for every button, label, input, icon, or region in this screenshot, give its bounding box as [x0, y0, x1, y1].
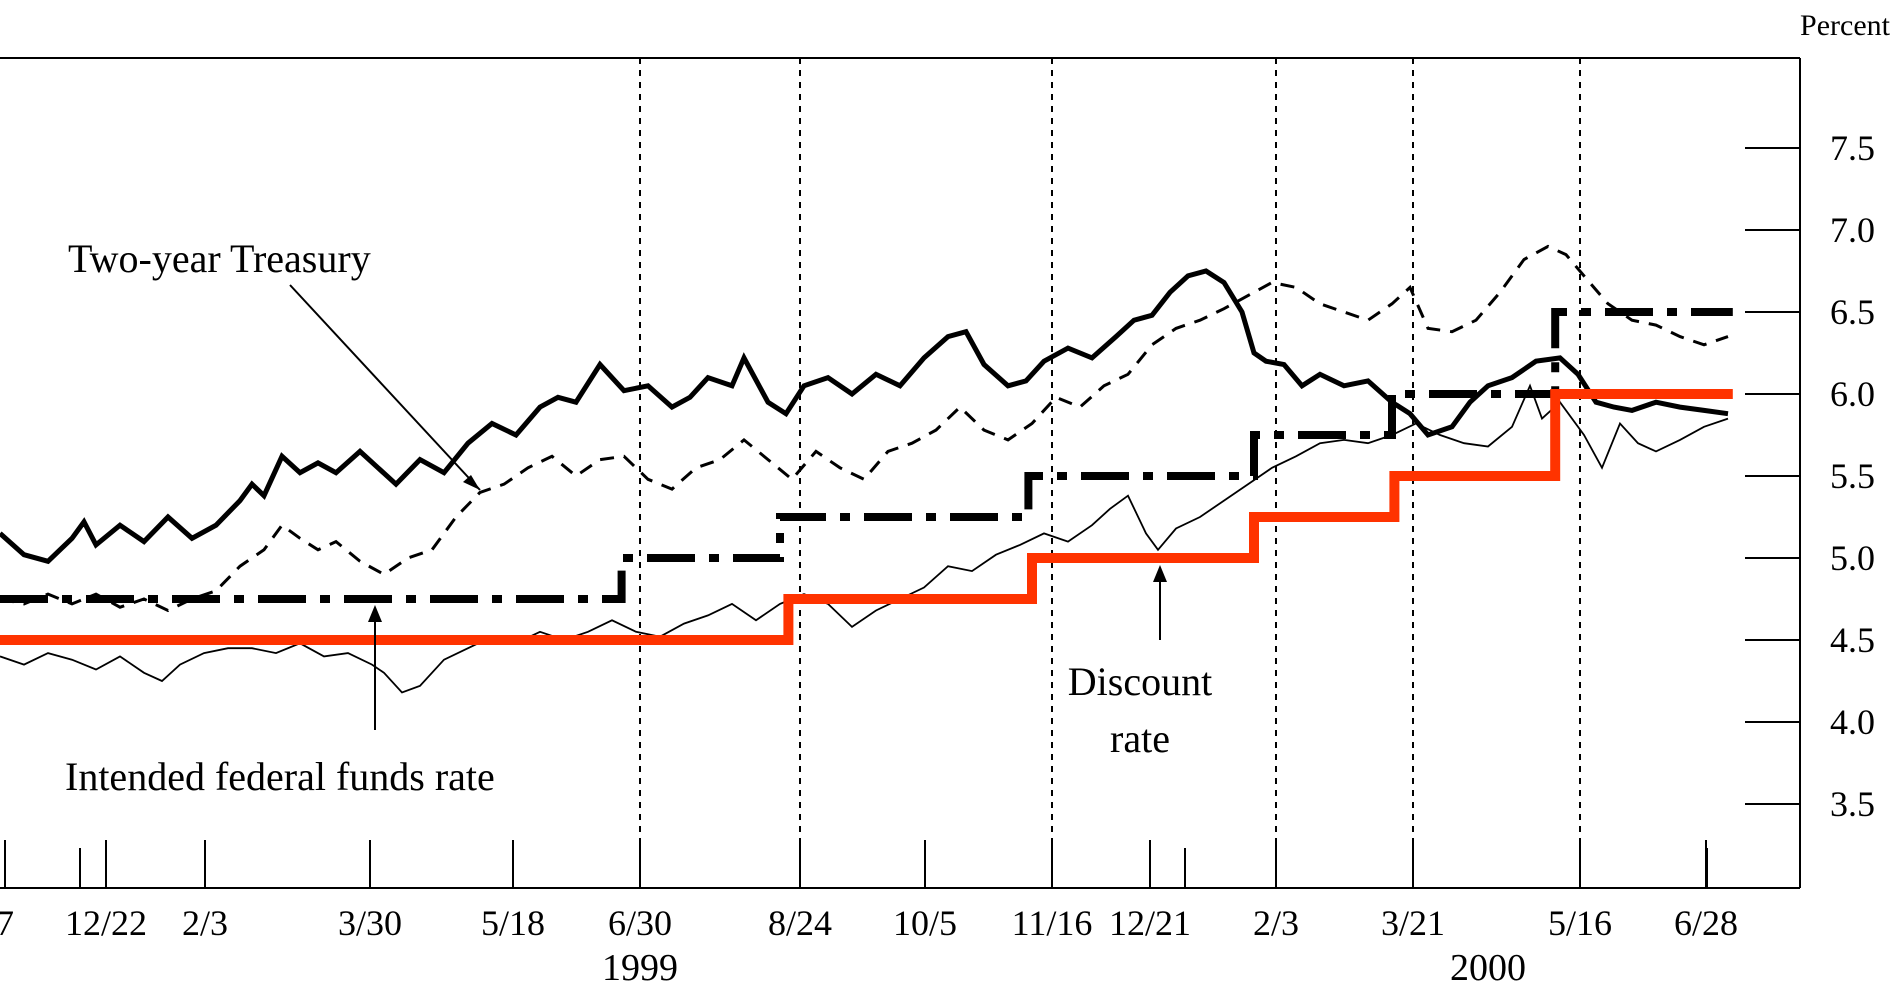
discount-pointer-arrowhead — [1153, 565, 1167, 582]
annotation-two-year-treasury: Two-year Treasury — [68, 236, 371, 281]
y-tick-label: 6.0 — [1830, 374, 1875, 414]
x-tick-label: 10/5 — [893, 903, 957, 943]
treasury-pointer-arrowhead — [463, 475, 480, 490]
x-tick-label: 12/22 — [65, 903, 147, 943]
x-tick-label: 3/21 — [1381, 903, 1445, 943]
x-tick-label: 3/30 — [338, 903, 402, 943]
series-line-dashed-rate — [0, 244, 1729, 613]
treasury-pointer — [289, 284, 481, 491]
x-tick-label: 12/21 — [1109, 903, 1191, 943]
y-tick-label: 7.0 — [1830, 210, 1875, 250]
x-tick-label: 5/18 — [481, 903, 545, 943]
series-layer — [0, 244, 1733, 694]
y-tick-label: 4.0 — [1830, 702, 1875, 742]
x-tick-label: 6/28 — [1674, 903, 1738, 943]
discount-annotation: Discount rate — [1068, 565, 1212, 761]
x-tick-label: 2/3 — [182, 903, 228, 943]
y-tick-label: 4.5 — [1830, 620, 1875, 660]
series-line-two-year-treasury — [0, 268, 1729, 565]
fed-funds-annotation: Intended federal funds rate — [65, 605, 495, 799]
annotation-discount-line1: Discount — [1068, 659, 1212, 704]
treasury-annotation: Two-year Treasury — [68, 236, 481, 491]
x-tick-label: 8/24 — [768, 903, 832, 943]
y-tick-label: 6.5 — [1830, 292, 1875, 332]
x-axis: 7 12/22 2/3 3/30 5/18 6/30 8/24 10/5 11/16 12/21 2… — [0, 840, 1738, 988]
x-tick-label: 11/16 — [1012, 903, 1093, 943]
y-axis-unit-label: Percent — [1800, 9, 1891, 42]
y-tick-label: 5.5 — [1830, 456, 1875, 496]
x-year-label: 1999 — [602, 947, 678, 988]
y-tick-label: 3.5 — [1830, 784, 1875, 824]
annotation-discount-line2: rate — [1110, 716, 1170, 761]
series-line-thin-rate — [0, 383, 1729, 694]
annotation-intended-federal-funds-rate: Intended federal funds rate — [65, 754, 495, 799]
series-line-intended-federal-funds-rate — [0, 389, 1733, 645]
x-tick-label: 5/16 — [1548, 903, 1612, 943]
y-tick-label: 7.5 — [1830, 128, 1875, 168]
fed-funds-pointer-arrowhead — [368, 605, 382, 622]
y-axis: 7.5 7.0 6.5 6.0 5.5 5.0 4.5 4.0 3.5 — [1745, 128, 1875, 824]
x-tick-label: 6/30 — [608, 903, 672, 943]
series-line-discount-rate — [0, 308, 1733, 603]
x-tick-label: 7 — [0, 903, 14, 943]
x-tick-label: 2/3 — [1253, 903, 1299, 943]
y-tick-label: 5.0 — [1830, 538, 1875, 578]
x-year-label: 2000 — [1450, 947, 1526, 988]
